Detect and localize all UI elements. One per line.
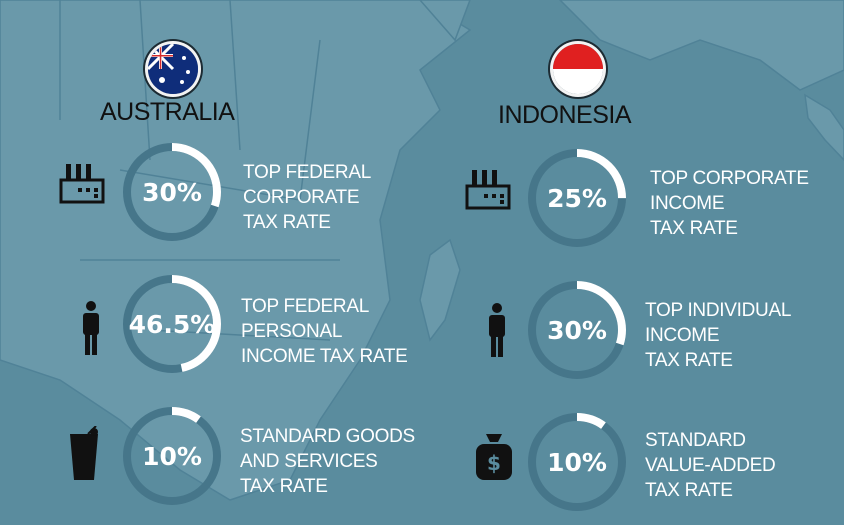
gauge-ring	[123, 275, 221, 373]
gauge-fill-arc	[528, 413, 626, 511]
stat-label-australia-gst: STANDARD GOODS AND SERVICES TAX RATE	[240, 426, 415, 497]
stat-label-australia-personal: TOP FEDERAL PERSONAL INCOME TAX RATE	[241, 296, 408, 367]
gauge-ring	[528, 413, 626, 511]
gauge-indonesia-individual: 30%	[525, 278, 629, 382]
gauge-value: 30%	[142, 177, 202, 207]
gauge-indonesia-corporate: 25%	[525, 146, 629, 250]
gauge-fill-arc	[123, 275, 221, 373]
gauge-value: 30%	[547, 315, 607, 345]
gauge-ring	[123, 143, 221, 241]
money-bag-icon: $	[474, 432, 514, 487]
gauge-ring	[123, 407, 221, 505]
gauge-value: 10%	[142, 441, 202, 471]
gauge-ring	[528, 281, 626, 379]
gauge-value: 25%	[547, 183, 607, 213]
gauge-australia-corporate: 30%	[120, 140, 224, 244]
gauge-indonesia-vat: 10%	[525, 410, 629, 514]
svg-text:$: $	[487, 451, 501, 475]
stat-label-indonesia-corporate: TOP CORPORATE INCOME TAX RATE	[650, 168, 809, 239]
person-icon	[80, 300, 102, 361]
drink-icon	[68, 425, 102, 487]
country-name-australia: AUSTRALIA	[100, 98, 235, 126]
country-name-indonesia: INDONESIA	[498, 101, 632, 129]
australia-flag	[148, 44, 198, 94]
indonesia-flag	[553, 44, 603, 94]
gauge-fill-arc	[528, 149, 626, 247]
factory-icon	[464, 166, 514, 217]
gauge-australia-personal: 46.5%	[120, 272, 224, 376]
gauge-fill-arc	[528, 281, 626, 379]
gauge-ring	[528, 149, 626, 247]
stat-label-indonesia-individual: TOP INDIVIDUAL INCOME TAX RATE	[645, 300, 792, 371]
stat-label-indonesia-vat: STANDARD VALUE-ADDED TAX RATE	[645, 430, 776, 501]
factory-icon	[58, 160, 108, 211]
gauge-fill-arc	[123, 407, 221, 505]
gauge-value: 46.5%	[128, 309, 216, 339]
stat-label-australia-corporate: TOP FEDERAL CORPORATE TAX RATE	[243, 162, 371, 233]
gauge-value: 10%	[547, 447, 607, 477]
gauge-australia-gst: 10%	[120, 404, 224, 508]
gauge-fill-arc	[123, 143, 221, 241]
person-icon	[486, 302, 508, 363]
